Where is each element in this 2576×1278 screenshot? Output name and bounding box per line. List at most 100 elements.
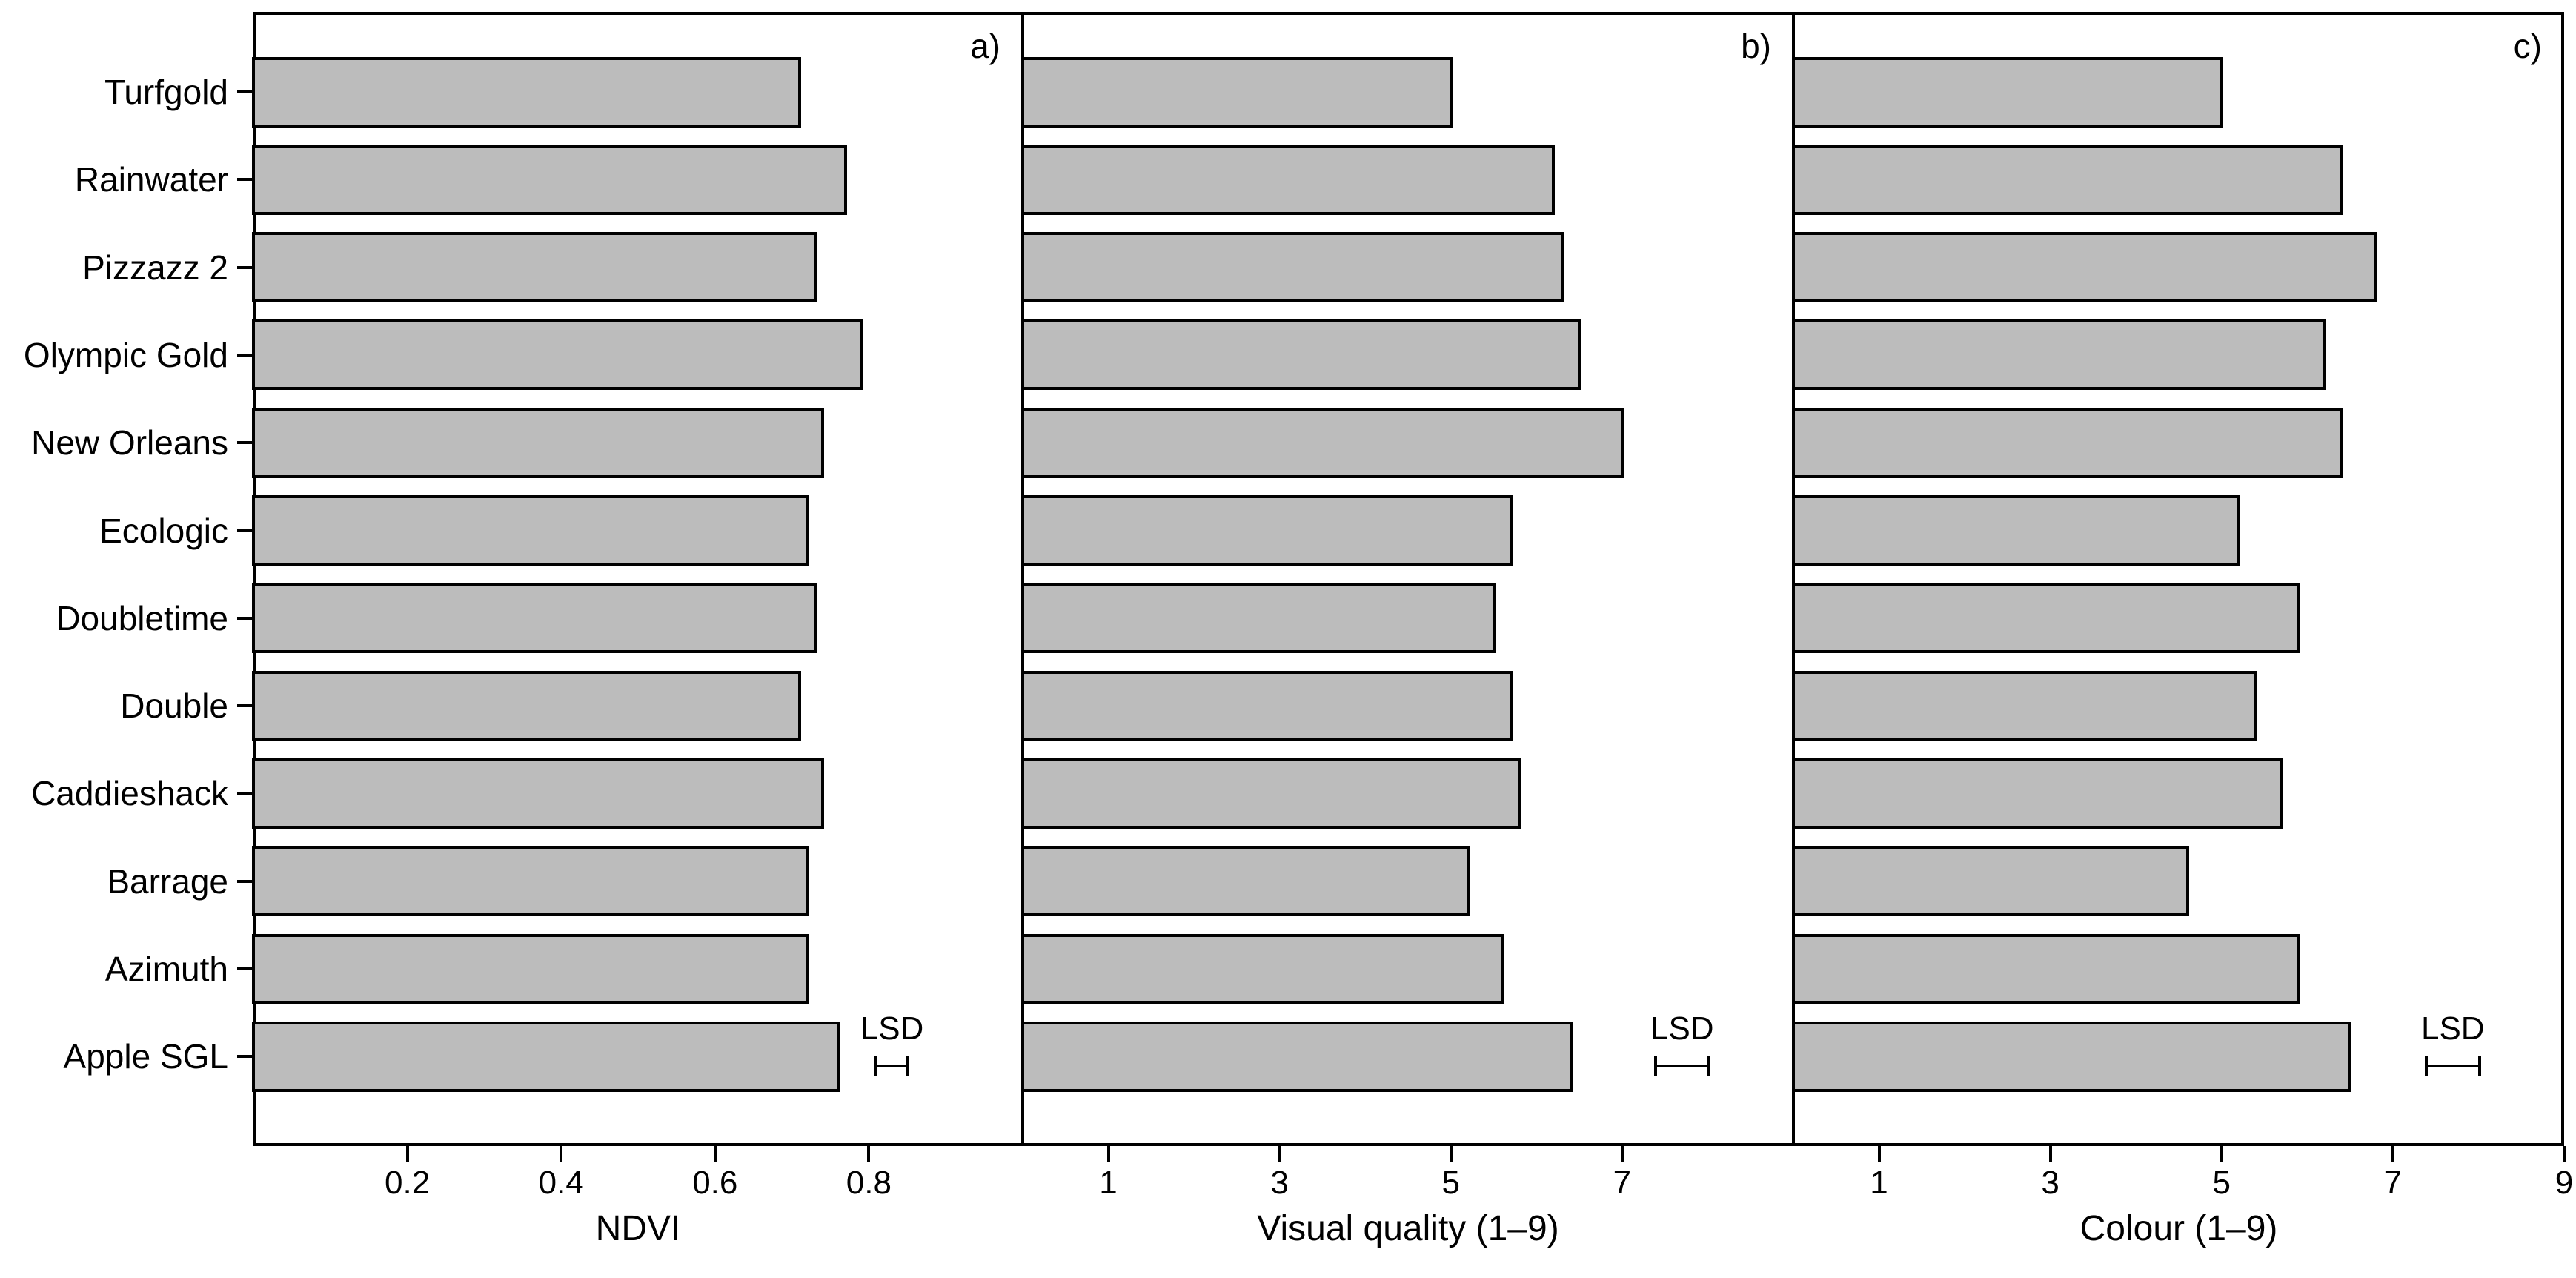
- bar-a-1: [252, 144, 848, 215]
- bar-b-1: [1021, 144, 1556, 215]
- bar-b-7: [1021, 670, 1513, 741]
- x-tick-label: 7: [2383, 1165, 2403, 1201]
- lsd-cap-left: [2424, 1056, 2428, 1076]
- y-tick: [237, 616, 253, 620]
- category-label: Double: [120, 686, 228, 726]
- bar-a-3: [252, 320, 863, 391]
- category-label: Olympic Gold: [23, 335, 228, 374]
- x-axis-title: NDVI: [595, 1209, 681, 1248]
- bar-b-3: [1021, 320, 1581, 391]
- bar-a-8: [252, 758, 825, 829]
- lsd-cap-left: [1653, 1056, 1657, 1076]
- bar-b-10: [1021, 933, 1504, 1004]
- x-tick-label: 7: [1613, 1165, 1632, 1201]
- y-tick: [237, 1055, 253, 1059]
- x-tick: [2563, 1146, 2566, 1162]
- category-label: Caddieshack: [31, 774, 228, 813]
- x-tick-label: 1: [1099, 1165, 1118, 1201]
- bar-a-7: [252, 670, 801, 741]
- category-label: New Orleans: [31, 423, 228, 463]
- x-axis-title: Visual quality (1–9): [1257, 1209, 1559, 1248]
- y-tick: [237, 90, 253, 93]
- y-tick: [237, 792, 253, 795]
- bar-a-6: [252, 583, 817, 654]
- x-tick: [2048, 1146, 2052, 1162]
- x-tick: [1449, 1146, 1453, 1162]
- panel-letter-a: a): [970, 27, 1000, 65]
- x-tick-label: 1: [1870, 1165, 1888, 1201]
- bar-b-5: [1021, 495, 1513, 566]
- category-label: Doubletime: [56, 598, 228, 638]
- x-tick: [713, 1146, 717, 1162]
- bar-b-0: [1021, 56, 1453, 128]
- bar-a-2: [252, 232, 817, 303]
- y-tick: [237, 353, 253, 357]
- bar-b-2: [1021, 232, 1564, 303]
- bar-c-10: [1792, 933, 2300, 1004]
- category-label: Pizzazz 2: [82, 248, 228, 287]
- bar-c-0: [1792, 56, 2223, 128]
- bar-c-7: [1792, 670, 2257, 741]
- category-label: Azimuth: [104, 950, 228, 988]
- x-tick: [1877, 1146, 1881, 1162]
- x-tick-label: 0.2: [385, 1165, 431, 1201]
- x-tick: [2391, 1146, 2394, 1162]
- x-tick: [867, 1146, 871, 1162]
- bar-b-11: [1021, 1021, 1573, 1092]
- panel-letter-c: c): [2513, 27, 2542, 65]
- y-tick: [237, 879, 253, 883]
- lsd-cap-left: [874, 1056, 877, 1076]
- y-tick: [237, 704, 253, 708]
- lsd-label: LSD: [860, 1010, 924, 1047]
- y-tick: [237, 529, 253, 532]
- category-label: Barrage: [107, 861, 228, 901]
- bar-a-0: [252, 56, 801, 128]
- y-tick: [237, 441, 253, 445]
- lsd-cap-right: [906, 1056, 910, 1076]
- category-label: Rainwater: [74, 160, 228, 199]
- bar-c-8: [1792, 758, 2283, 829]
- bar-a-11: [252, 1021, 840, 1092]
- category-label: Turfgold: [104, 73, 228, 111]
- category-label: Apple SGL: [63, 1037, 228, 1076]
- bar-c-5: [1792, 495, 2240, 566]
- y-tick: [237, 265, 253, 269]
- x-tick-label: 3: [1270, 1165, 1289, 1201]
- panel-divider: [1792, 12, 1795, 1146]
- bar-b-8: [1021, 758, 1521, 829]
- y-tick: [237, 967, 253, 970]
- x-tick-label: 9: [2555, 1165, 2574, 1201]
- bar-c-3: [1792, 320, 2326, 391]
- x-tick-label: 0.6: [692, 1165, 738, 1201]
- x-tick: [405, 1146, 409, 1162]
- bar-c-6: [1792, 583, 2300, 654]
- x-axis-title: Colour (1–9): [2079, 1209, 2278, 1248]
- bar-c-11: [1792, 1021, 2352, 1092]
- x-tick: [1106, 1146, 1110, 1162]
- category-label: Ecologic: [99, 511, 228, 550]
- bar-a-9: [252, 846, 809, 917]
- x-tick: [560, 1146, 563, 1162]
- lsd-label: LSD: [1650, 1010, 1714, 1047]
- bar-a-10: [252, 933, 809, 1004]
- x-tick-label: 0.4: [538, 1165, 584, 1201]
- y-tick: [237, 178, 253, 182]
- x-tick-label: 5: [1441, 1165, 1460, 1201]
- x-tick-label: 0.8: [846, 1165, 892, 1201]
- panel-divider: [1021, 12, 1024, 1146]
- bar-b-9: [1021, 846, 1470, 917]
- x-tick: [1278, 1146, 1281, 1162]
- x-tick-label: 3: [2041, 1165, 2059, 1201]
- lsd-error-bar: [2426, 1065, 2480, 1067]
- bar-c-1: [1792, 144, 2343, 215]
- bar-b-6: [1021, 583, 1496, 654]
- bar-c-2: [1792, 232, 2377, 303]
- x-tick: [1620, 1146, 1624, 1162]
- bar-c-9: [1792, 846, 2189, 917]
- bar-b-4: [1021, 407, 1624, 478]
- panel-letter-b: b): [1741, 27, 1771, 65]
- bar-c-4: [1792, 407, 2343, 478]
- bar-a-5: [252, 495, 809, 566]
- plot-box: [253, 12, 2564, 1146]
